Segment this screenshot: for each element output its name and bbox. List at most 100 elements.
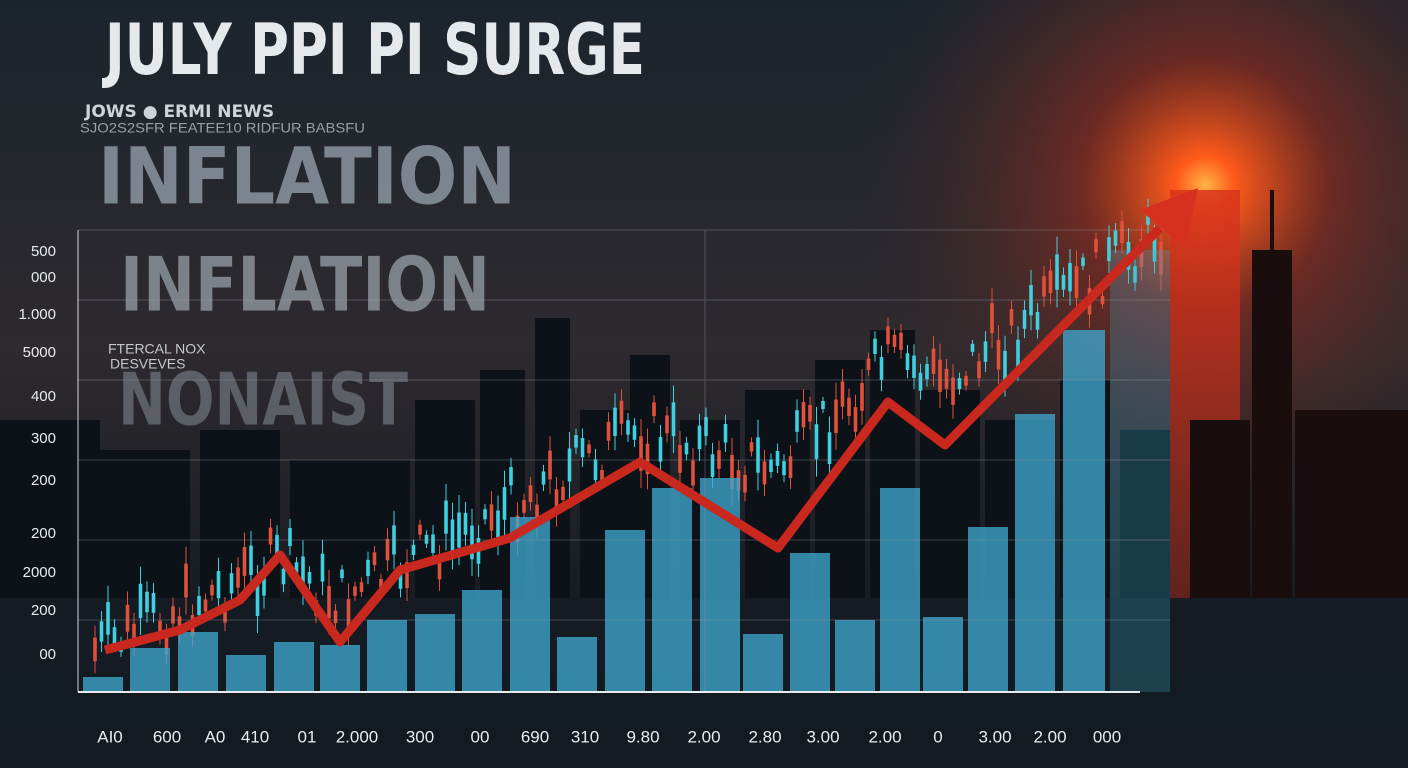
candle-body — [587, 444, 591, 454]
candle-body — [892, 334, 897, 347]
candle-body — [684, 442, 689, 455]
candlesticks — [93, 199, 1163, 674]
y-label: 400 — [31, 388, 56, 405]
candle-body — [1113, 230, 1118, 246]
candle-body — [138, 583, 143, 619]
candle-body — [938, 359, 942, 392]
candle-body — [197, 595, 201, 616]
candle-body — [1035, 312, 1040, 330]
candle-body — [502, 487, 507, 520]
candle-body — [918, 372, 923, 391]
candle-body — [990, 303, 994, 334]
candle-body — [977, 361, 981, 379]
candle-body — [535, 504, 539, 528]
y-label: 000 — [31, 269, 56, 286]
candle-body — [1107, 237, 1111, 262]
candle-body — [632, 425, 637, 440]
candle-body — [814, 424, 819, 460]
candle-body — [470, 525, 474, 560]
side-note: FTERCAL NOX — [108, 341, 206, 357]
candle-body — [99, 621, 104, 642]
candle-body — [1120, 221, 1124, 243]
x-label: 300 — [406, 727, 434, 746]
candle-body — [1061, 274, 1066, 290]
candle-body — [93, 637, 97, 662]
candle-body — [411, 544, 416, 555]
candle-body — [320, 553, 325, 582]
candle-body — [145, 591, 149, 613]
candle-body — [1133, 266, 1137, 283]
candle-body — [671, 402, 676, 437]
candle-body — [1094, 239, 1098, 253]
candle-body — [483, 509, 487, 520]
y-label: 200 — [31, 602, 56, 619]
candle-body — [912, 355, 916, 378]
title: JULY PPI PI SURGE — [102, 9, 645, 91]
candle-body — [775, 450, 780, 466]
candle-body — [405, 562, 409, 588]
candle-body — [1152, 237, 1157, 262]
candle-body — [457, 512, 461, 548]
candle-body — [600, 470, 604, 482]
candle-body — [795, 410, 799, 432]
candle-body — [489, 504, 494, 531]
bars — [83, 250, 1170, 692]
candle-body — [353, 586, 357, 596]
trend-arrowhead — [1140, 188, 1198, 248]
candle-body — [132, 623, 136, 646]
candle-body — [1159, 241, 1163, 275]
candle-body — [444, 500, 448, 534]
candle-body — [528, 485, 533, 503]
x-label: 01 — [298, 727, 317, 746]
x-label: A0 — [205, 727, 226, 746]
candle-body — [1055, 254, 1059, 290]
candle-body — [847, 397, 851, 417]
candle-body — [1009, 309, 1014, 326]
candle-body — [236, 567, 240, 588]
candle-body — [574, 435, 578, 448]
candle-body — [294, 562, 299, 573]
candle-body — [450, 519, 455, 553]
candle-body — [769, 459, 773, 472]
candle-body — [866, 358, 871, 370]
candle-body — [229, 573, 234, 594]
candle-body — [1042, 276, 1046, 297]
candle-body — [437, 556, 442, 580]
candle-body — [164, 634, 169, 655]
candle-body — [158, 620, 162, 637]
candle-body — [171, 606, 175, 624]
candle-body — [619, 400, 624, 424]
candle-body — [567, 448, 572, 482]
x-label: AI0 — [97, 727, 123, 746]
candle-body — [463, 512, 468, 535]
x-label: 410 — [241, 727, 269, 746]
candle-body — [665, 415, 669, 434]
y-label: 1.000 — [18, 306, 56, 323]
candle-body — [509, 467, 513, 486]
candle-body — [210, 584, 214, 596]
candle-body — [223, 605, 227, 623]
y-label: 2000 — [23, 564, 56, 581]
candle-body — [827, 432, 832, 465]
x-label: 2.000 — [336, 727, 379, 746]
candle-body — [398, 571, 403, 589]
x-label: 310 — [571, 727, 599, 746]
y-label: 200 — [31, 472, 56, 489]
grid — [78, 229, 1170, 692]
candle-body — [249, 545, 253, 576]
candle-body — [782, 461, 786, 476]
y-label: 00 — [39, 646, 56, 663]
y-label: 300 — [31, 430, 56, 447]
x-label: 2.00 — [687, 727, 720, 746]
x-label: 600 — [153, 727, 181, 746]
candle-body — [1022, 310, 1027, 329]
y-label: 5000 — [23, 344, 56, 361]
candle-body — [626, 420, 630, 435]
candle-body — [112, 627, 117, 644]
candle-body — [1029, 285, 1033, 316]
candle-body — [983, 341, 988, 362]
candle-body — [184, 563, 188, 598]
heading: INFLATION — [120, 241, 490, 329]
x-label: 2.00 — [1033, 727, 1066, 746]
candle-body — [580, 437, 585, 458]
